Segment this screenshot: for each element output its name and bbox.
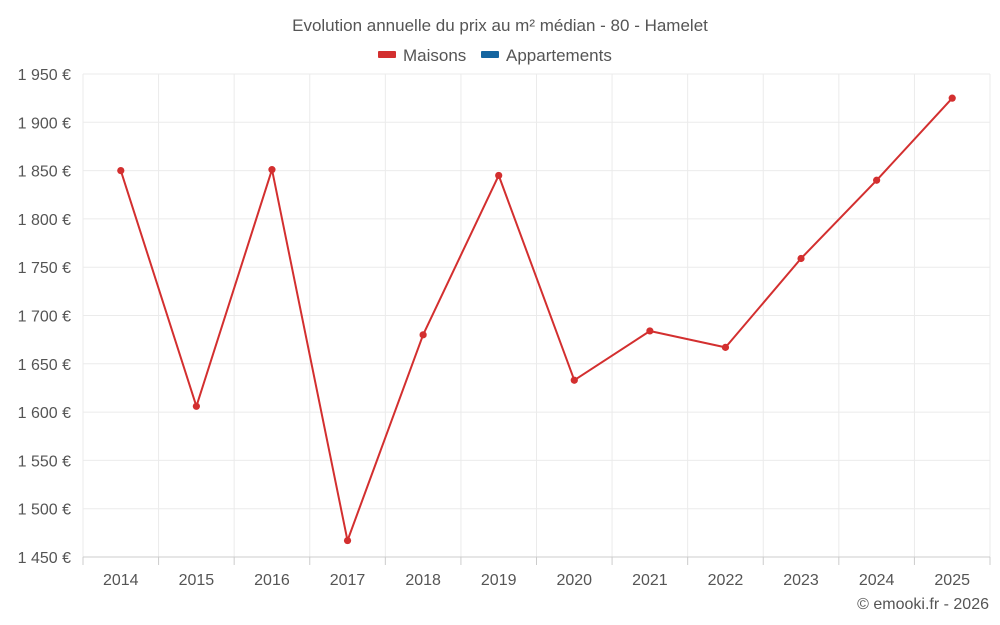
legend-swatch-appartements xyxy=(481,51,499,58)
series-line-maisons xyxy=(119,97,953,542)
legend: Maisons Appartements xyxy=(378,46,612,65)
data-point[interactable] xyxy=(721,343,730,351)
x-tick-label: 2023 xyxy=(783,572,819,589)
data-point[interactable] xyxy=(873,176,881,184)
x-tick-label: 2021 xyxy=(632,572,668,589)
y-tick-label: 1 850 € xyxy=(18,164,71,181)
y-tick-label: 1 550 € xyxy=(18,453,71,470)
y-tick-label: 1 900 € xyxy=(18,115,71,132)
credit-text: © emooki.fr - 2026 xyxy=(857,596,989,613)
y-tick-label: 1 500 € xyxy=(18,502,71,519)
data-point[interactable] xyxy=(343,536,352,545)
x-tick-label: 2020 xyxy=(556,572,592,589)
y-tick-label: 1 950 € xyxy=(18,67,71,84)
y-tick-label: 1 600 € xyxy=(18,405,71,422)
legend-item-appartements[interactable]: Appartements xyxy=(481,46,612,65)
x-tick-label: 2014 xyxy=(103,572,139,589)
data-point[interactable] xyxy=(495,171,503,180)
y-tick-label: 1 450 € xyxy=(18,550,71,567)
x-tick-label: 2016 xyxy=(254,572,290,589)
x-tick-label: 2024 xyxy=(859,572,895,589)
y-tick-label: 1 700 € xyxy=(18,309,71,326)
x-tick-label: 2022 xyxy=(708,572,744,589)
legend-swatch-maisons xyxy=(378,51,396,58)
legend-item-maisons[interactable]: Maisons xyxy=(378,46,466,65)
x-axis: 2014 2015 2016 2017 2018 2019 2020 2021 2022 2023… xyxy=(82,556,991,589)
chart-title: Evolution annuelle du prix au m² médian … xyxy=(292,16,708,35)
data-point[interactable] xyxy=(192,402,200,410)
series-maisons xyxy=(117,94,956,545)
data-point[interactable] xyxy=(117,167,125,175)
data-point[interactable] xyxy=(797,254,805,263)
legend-label-appartements: Appartements xyxy=(506,46,612,65)
data-point[interactable] xyxy=(570,376,578,384)
x-tick-label: 2018 xyxy=(405,572,441,589)
x-tick-label: 2019 xyxy=(481,572,517,589)
data-point[interactable] xyxy=(419,331,427,339)
y-axis: 1 450 € 1 500 € 1 550 € 1 600 € 1 650 € 1 700… xyxy=(18,67,71,567)
y-tick-label: 1 750 € xyxy=(18,260,71,277)
data-point[interactable] xyxy=(646,327,654,335)
legend-label-maisons: Maisons xyxy=(403,46,466,65)
x-tick-label: 2015 xyxy=(179,572,215,589)
data-point[interactable] xyxy=(268,166,276,174)
grid xyxy=(82,73,991,557)
x-tick-label: 2017 xyxy=(330,572,366,589)
y-tick-label: 1 800 € xyxy=(18,212,71,229)
data-point[interactable] xyxy=(948,94,956,102)
x-tick-label: 2025 xyxy=(934,572,970,589)
y-tick-label: 1 650 € xyxy=(18,357,71,374)
